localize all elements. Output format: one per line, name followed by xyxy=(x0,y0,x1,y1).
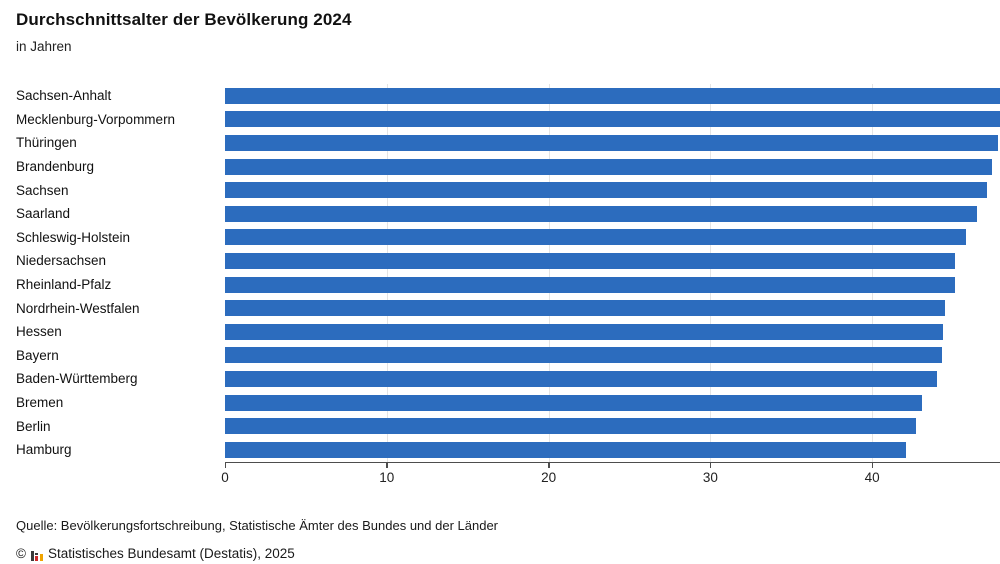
axis-tick-label: 0 xyxy=(221,470,229,485)
axis-tick xyxy=(224,462,226,468)
category-label: Saarland xyxy=(16,206,71,222)
bar-row xyxy=(225,414,1000,438)
bar xyxy=(225,370,937,387)
bar xyxy=(225,134,999,151)
bar xyxy=(225,158,992,175)
category-label: Sachsen-Anhalt xyxy=(16,88,112,104)
gridline xyxy=(872,84,874,462)
axis-tick-label: 10 xyxy=(379,470,395,485)
gridline xyxy=(710,84,712,462)
category-label: Mecklenburg-Vorpommern xyxy=(16,111,176,127)
bar xyxy=(225,300,945,317)
bar-row xyxy=(225,367,1000,391)
gridline xyxy=(386,84,388,462)
copyright-text: Statistisches Bundesamt (Destatis), 2025 xyxy=(47,546,295,561)
bar xyxy=(225,229,967,246)
bar-row xyxy=(225,344,1000,368)
category-label: Sachsen xyxy=(16,182,69,198)
bar xyxy=(225,323,944,340)
bar-row xyxy=(225,155,1000,179)
chart-title: Durchschnittsalter der Bevölkerung 2024 xyxy=(16,10,352,29)
category-label: Rheinland-Pfalz xyxy=(16,277,112,293)
bar xyxy=(225,441,907,458)
axis-tick xyxy=(871,462,874,468)
category-label: Schleswig-Holstein xyxy=(16,229,131,245)
bar-row xyxy=(225,202,1000,226)
copyright-symbol: © xyxy=(16,546,26,561)
axis-tick-label: 20 xyxy=(541,470,557,485)
axis-tick xyxy=(548,462,550,468)
axis-tick-label: 30 xyxy=(702,470,718,485)
bar-row xyxy=(225,438,1000,462)
bar-row xyxy=(225,273,1000,297)
bar xyxy=(225,276,955,293)
bar xyxy=(225,394,923,411)
bar-row xyxy=(225,391,1000,415)
bar-row xyxy=(225,84,1000,108)
axis-tick xyxy=(386,462,388,468)
category-labels-column: Sachsen-Anhalt Mecklenburg-Vorpommern Thür… xyxy=(0,84,225,463)
bar xyxy=(225,111,1000,128)
source-note: Quelle: Bevölkerungsfortschreibung, Stat… xyxy=(16,518,498,533)
bar xyxy=(225,87,1000,104)
bar-chart: Sachsen-Anhalt Mecklenburg-Vorpommern Thür… xyxy=(0,84,1000,485)
bar-row xyxy=(225,131,1000,155)
bar-row xyxy=(225,108,1000,132)
axis-tick-label: 40 xyxy=(864,470,880,485)
bar xyxy=(225,347,942,364)
bar-row xyxy=(225,178,1000,202)
plot-area: 0 10 20 30 40 xyxy=(221,84,1000,485)
destatis-logo-icon xyxy=(30,549,43,561)
bar-row xyxy=(225,296,1000,320)
category-label: Hamburg xyxy=(16,442,72,458)
chart-subtitle: in Jahren xyxy=(16,39,72,54)
copyright-line: © Statistisches Bundesamt (Destatis), 20… xyxy=(16,546,295,561)
category-label: Nordrhein-Westfalen xyxy=(16,300,140,316)
bar-row xyxy=(225,226,1000,250)
category-label: Bremen xyxy=(16,395,64,411)
category-label: Niedersachsen xyxy=(16,253,107,269)
bar xyxy=(225,418,916,435)
bar-row xyxy=(225,249,1000,273)
category-label: Berlin xyxy=(16,418,51,434)
bar xyxy=(225,182,988,199)
bar xyxy=(225,252,955,269)
gridline xyxy=(548,84,550,462)
category-label: Thüringen xyxy=(16,135,77,151)
category-label: Bayern xyxy=(16,347,59,363)
category-label: Hessen xyxy=(16,324,62,340)
category-label: Baden-Württemberg xyxy=(16,371,138,387)
category-label: Brandenburg xyxy=(16,159,95,175)
axis-tick xyxy=(709,462,712,468)
bar xyxy=(225,205,978,222)
bar-row xyxy=(225,320,1000,344)
